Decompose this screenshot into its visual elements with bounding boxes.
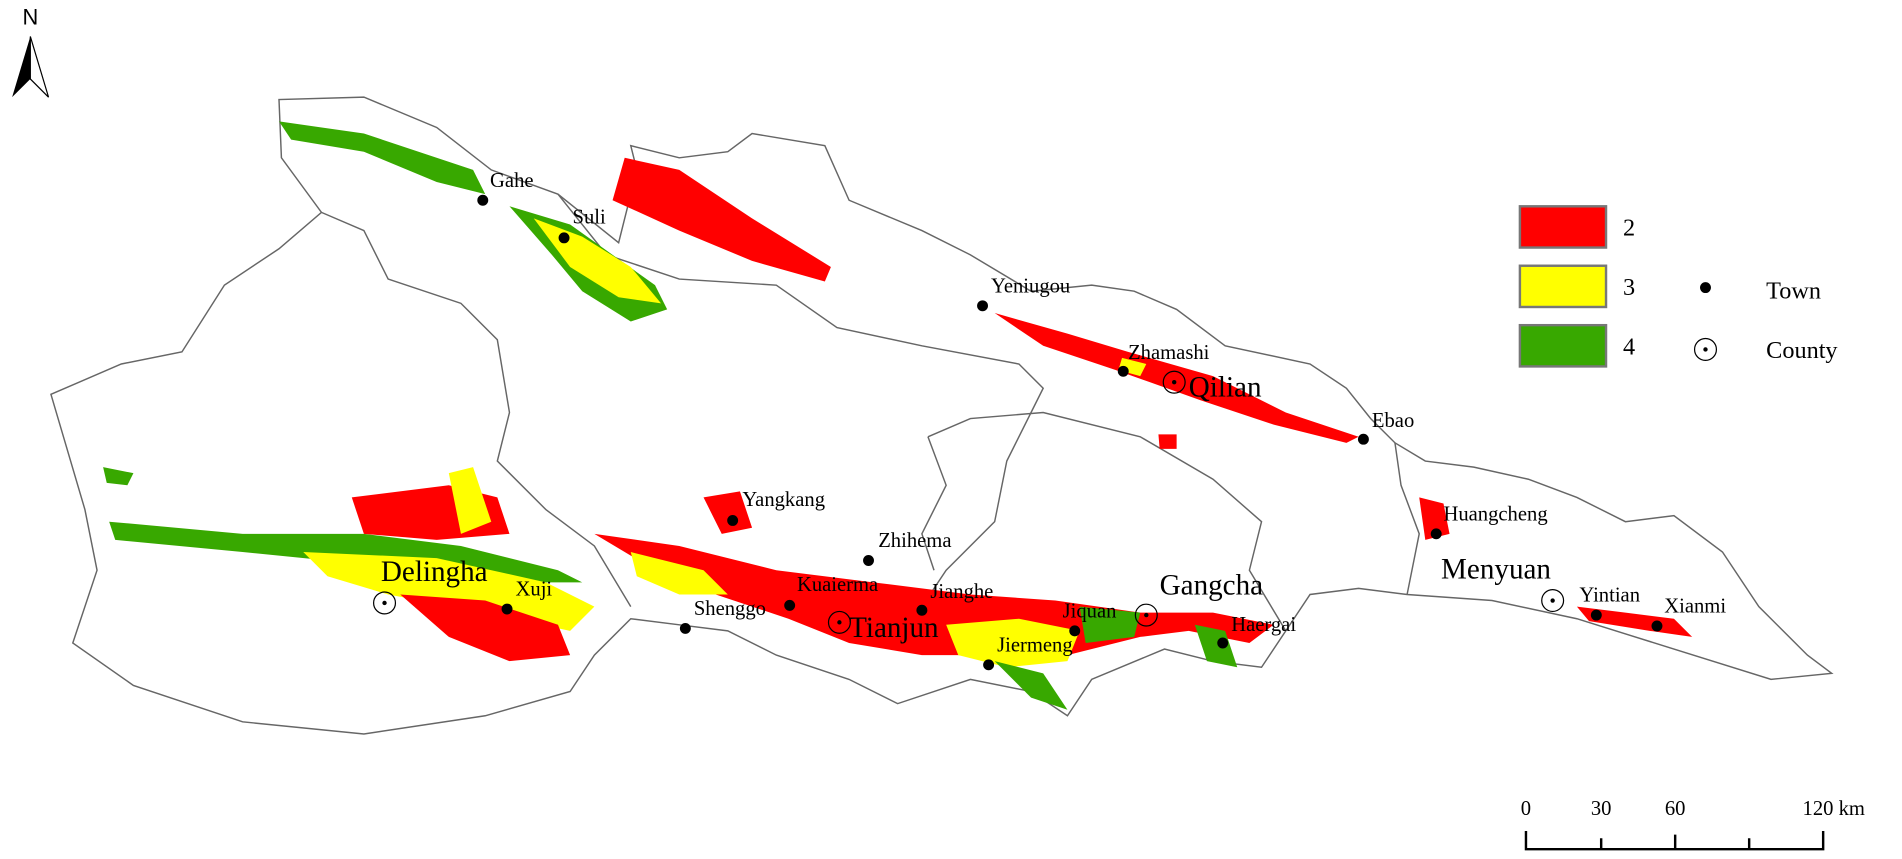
scale-label: 60	[1665, 798, 1686, 820]
town-symbol	[477, 194, 489, 206]
county-label: Tianjun	[849, 612, 939, 644]
places: Gahe Suli Yeniugou Zhamashi Qilian Ebao Yangka…	[373, 170, 1726, 671]
north-arrow-shape	[29, 36, 50, 98]
town-symbol	[1430, 528, 1442, 540]
legend-label: Town	[1766, 277, 1821, 304]
county-symbol	[827, 610, 851, 634]
town-symbol	[727, 515, 739, 526]
town-label: Suli	[573, 206, 606, 228]
county-symbol	[1541, 589, 1565, 613]
town-label: Yangkang	[742, 489, 825, 511]
town-label: Zhihema	[878, 530, 951, 552]
county-label: Qilian	[1189, 372, 1262, 404]
town-symbol	[1217, 637, 1229, 649]
class-patch	[448, 467, 492, 534]
county-symbol	[837, 620, 842, 625]
class-patch	[400, 594, 571, 662]
county-label: Menyuan	[1441, 554, 1551, 586]
scale-label: 0	[1521, 798, 1531, 820]
legend-label: County	[1766, 337, 1838, 364]
county-boundary	[927, 411, 1287, 632]
county-symbol	[373, 591, 397, 615]
county-boundary	[1394, 442, 1420, 595]
town-symbol	[863, 555, 874, 566]
county-symbol	[382, 600, 387, 606]
town-symbol	[916, 604, 928, 616]
town-symbol	[983, 659, 995, 671]
study-area-boundary	[50, 96, 1834, 735]
town-label: Xianmi	[1664, 596, 1726, 618]
legend-label: 4	[1623, 333, 1635, 360]
scale-bar-line	[1524, 831, 1825, 851]
legend-swatch	[1518, 205, 1608, 249]
class-patch	[1194, 624, 1238, 668]
county-label: Delingha	[381, 556, 488, 588]
north-arrow: N	[12, 4, 50, 98]
legend-swatch	[1518, 264, 1608, 309]
county-boundary	[921, 436, 947, 571]
county-symbol	[1162, 370, 1186, 394]
class-patch	[1419, 497, 1450, 540]
classes	[103, 121, 1693, 710]
town-label: Haergai	[1231, 614, 1296, 636]
class-patch	[630, 552, 728, 595]
boundaries	[50, 96, 1834, 735]
town-label: Huangcheng	[1443, 503, 1547, 525]
county-symbol	[1144, 612, 1149, 618]
county-symbol	[1550, 598, 1555, 603]
class-patch	[994, 661, 1068, 710]
town-label: Zhamashi	[1128, 342, 1210, 364]
town-label: Jiermeng	[997, 634, 1073, 656]
town-label: Yintian	[1579, 585, 1640, 607]
county-symbol	[1134, 603, 1158, 627]
town-label: Ebao	[1372, 410, 1414, 432]
town-label: Jiquan	[1063, 601, 1117, 623]
legend-county-symbol	[1703, 347, 1708, 352]
town-symbol	[679, 622, 691, 634]
town-symbol	[558, 232, 570, 244]
scale-label: 30	[1591, 798, 1612, 820]
town-symbol	[1069, 625, 1081, 637]
north-arrow-shape	[12, 36, 31, 98]
class-patch	[703, 491, 753, 534]
town-label: Shenggo	[694, 598, 766, 620]
town-label: Xuji	[516, 579, 553, 601]
class-patch	[1576, 606, 1693, 637]
class-patch	[946, 618, 1080, 668]
town-label: Jianghe	[930, 581, 993, 603]
legend-label: 2	[1623, 214, 1635, 241]
town-label: Kuaierma	[797, 574, 878, 596]
town-symbol	[1357, 433, 1369, 445]
legend: 2 3 4 Town County	[1518, 205, 1838, 368]
scale-label: 120 km	[1803, 798, 1865, 820]
class-patch	[1079, 606, 1141, 643]
class-patch	[278, 121, 486, 195]
county-label: Gangcha	[1160, 569, 1264, 601]
town-symbol	[1117, 365, 1129, 377]
class-patch	[994, 313, 1359, 443]
class-patch	[103, 467, 134, 486]
scale-bar: 0 30 60 120 km	[1521, 798, 1865, 851]
class-patch	[1158, 434, 1177, 449]
county-symbol	[1172, 380, 1177, 385]
town-label: Yeniugou	[991, 275, 1070, 297]
town-symbol	[1590, 609, 1602, 621]
north-label: N	[22, 4, 38, 29]
town-symbol	[784, 599, 796, 611]
county-boundary	[321, 211, 632, 607]
legend-swatch	[1518, 323, 1608, 368]
town-symbol	[977, 300, 988, 312]
class-patch	[303, 552, 595, 631]
county-boundary	[557, 193, 1045, 608]
town-symbol	[501, 603, 513, 615]
town-symbol	[1651, 620, 1663, 632]
class-patch	[612, 157, 831, 282]
legend-label: 3	[1623, 274, 1635, 301]
legend-town-symbol	[1700, 282, 1711, 294]
town-label: Gahe	[490, 170, 533, 192]
